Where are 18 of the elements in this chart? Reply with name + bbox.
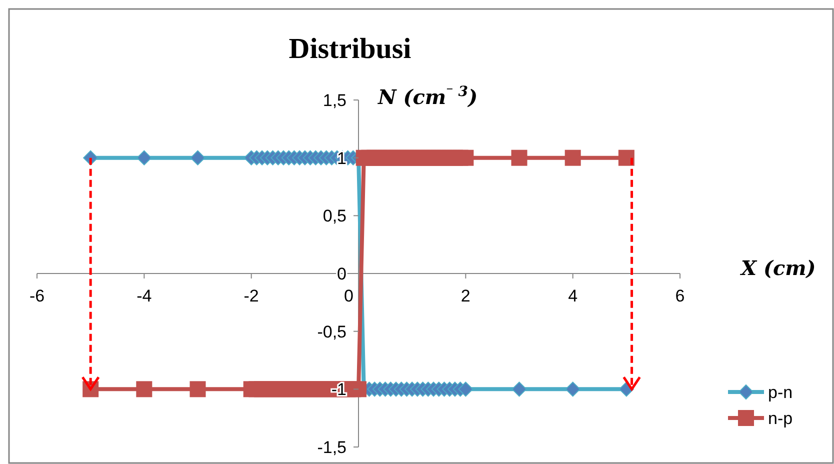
- y-tick-label: 1: [337, 148, 346, 168]
- x-tick-label: -4: [136, 286, 152, 306]
- y-axis-title: N (cm$^{⁻ 3}$): [377, 84, 478, 109]
- legend-label: n-p: [768, 409, 793, 428]
- x-tick-label: 2: [460, 286, 470, 306]
- y-tick-label: -1,5: [317, 438, 346, 457]
- x-axis-title: X (cm): [739, 256, 816, 280]
- y-tick-label: -1: [331, 380, 346, 400]
- y-tick-label: 0: [337, 264, 346, 284]
- y-tick-label: -0,5: [317, 322, 346, 342]
- chart-title: Distribusi: [288, 33, 412, 65]
- y-tick-label: 1,5: [322, 91, 346, 110]
- x-tick-label: 4: [568, 286, 578, 306]
- x-tick-label: -6: [29, 286, 45, 306]
- x-tick-label: -2: [244, 286, 259, 306]
- x-tick-label: 6: [675, 286, 685, 306]
- legend-label: p-n: [768, 383, 793, 402]
- y-tick-label: 0,5: [322, 206, 346, 226]
